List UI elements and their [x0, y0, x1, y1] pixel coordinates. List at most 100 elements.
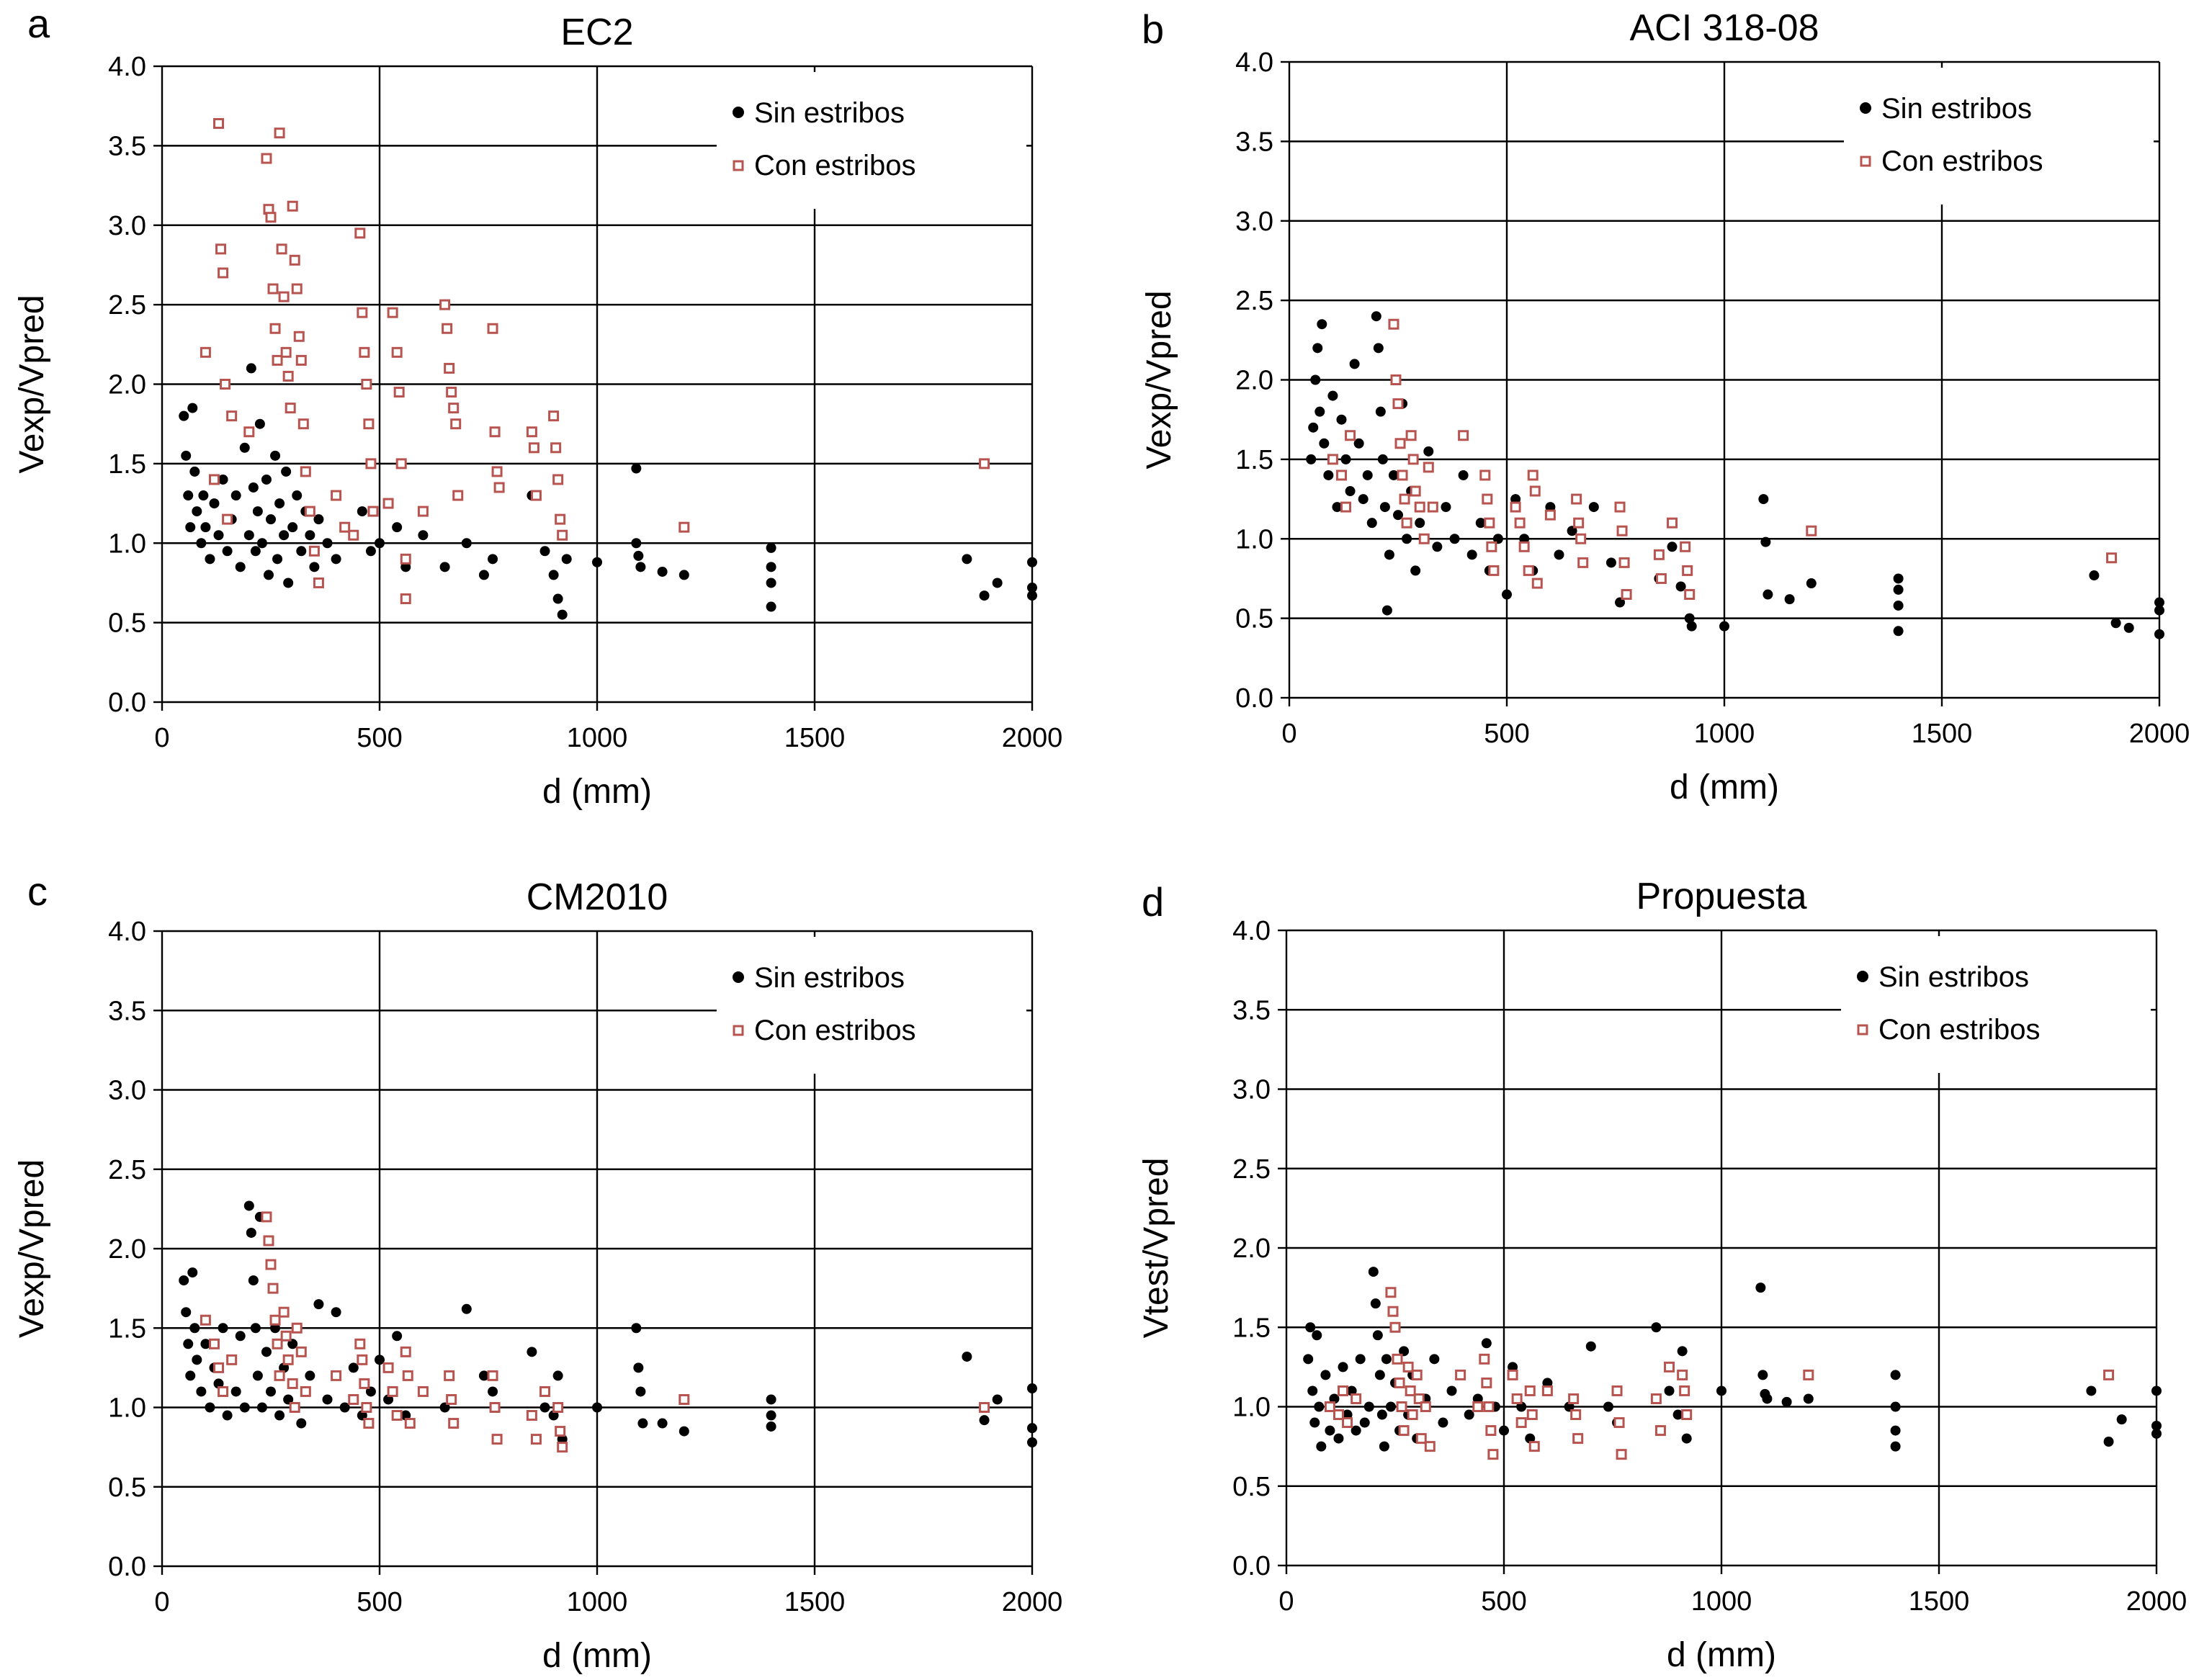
point-con-estribos	[278, 1306, 290, 1318]
legend-marker-sin-estribos	[1857, 971, 1868, 982]
x-tick-label: 1000	[567, 1587, 628, 1617]
point-con-estribos	[1418, 533, 1430, 544]
point-sin-estribos	[962, 554, 972, 565]
point-con-estribos	[297, 418, 309, 430]
point-sin-estribos	[1374, 1370, 1385, 1380]
panel-letter: c	[27, 868, 48, 914]
point-con-estribos	[493, 482, 505, 493]
y-tick-label: 0.0	[108, 688, 146, 718]
point-sin-estribos	[633, 1362, 644, 1373]
point-sin-estribos	[1410, 565, 1421, 576]
point-sin-estribos	[2154, 605, 2164, 616]
point-con-estribos	[555, 513, 566, 525]
point-sin-estribos	[1466, 549, 1477, 560]
point-con-estribos	[382, 1362, 394, 1373]
x-tick-label: 500	[1484, 719, 1529, 749]
point-sin-estribos	[1027, 583, 1037, 593]
point-con-estribos	[530, 490, 542, 501]
point-con-estribos	[1568, 1393, 1580, 1404]
point-con-estribos	[548, 410, 560, 422]
point-sin-estribos	[1615, 597, 1626, 608]
point-sin-estribos	[1784, 594, 1795, 605]
point-sin-estribos	[1677, 1346, 1688, 1357]
legend-marker-con-estribos	[733, 160, 744, 171]
point-sin-estribos	[266, 514, 276, 525]
point-sin-estribos	[254, 418, 265, 429]
point-con-estribos	[363, 418, 375, 430]
point-sin-estribos	[2089, 570, 2100, 581]
point-sin-estribos	[2151, 1428, 2162, 1439]
point-sin-estribos	[357, 506, 367, 517]
point-sin-estribos	[678, 570, 689, 580]
point-sin-estribos	[246, 363, 256, 374]
point-sin-estribos	[1472, 1393, 1483, 1404]
point-sin-estribos	[1342, 1409, 1353, 1420]
point-con-estribos	[267, 1283, 279, 1294]
chart-title: EC2	[560, 12, 633, 53]
point-con-estribos	[557, 1442, 568, 1453]
point-con-estribos	[1415, 1433, 1427, 1445]
point-con-estribos	[365, 458, 377, 470]
point-sin-estribos	[200, 1339, 211, 1349]
point-con-estribos	[1679, 1385, 1690, 1396]
y-tick-label: 1.0	[1232, 1393, 1271, 1423]
point-con-estribos	[263, 1235, 274, 1246]
point-sin-estribos	[1893, 584, 1904, 595]
point-con-estribos	[1511, 1393, 1523, 1404]
point-con-estribos	[1333, 1409, 1344, 1421]
point-sin-estribos	[1362, 470, 1373, 480]
point-sin-estribos	[1346, 1385, 1357, 1396]
point-sin-estribos	[1323, 470, 1334, 480]
y-tick-label: 3.0	[1235, 207, 1273, 237]
point-con-estribos	[1388, 318, 1399, 330]
point-con-estribos	[395, 458, 407, 470]
point-sin-estribos	[461, 538, 472, 549]
point-con-estribos	[400, 593, 411, 605]
point-sin-estribos	[637, 1418, 648, 1429]
point-sin-estribos	[635, 1386, 646, 1397]
point-sin-estribos	[461, 1303, 472, 1314]
point-con-estribos	[1616, 1449, 1627, 1460]
point-sin-estribos	[339, 1402, 350, 1413]
x-tick-label: 1000	[1691, 1586, 1752, 1617]
point-con-estribos	[1486, 541, 1497, 552]
y-tick-label: 3.5	[1235, 127, 1273, 157]
point-sin-estribos	[962, 1351, 972, 1362]
point-sin-estribos	[766, 542, 776, 553]
point-con-estribos	[552, 474, 564, 485]
point-con-estribos	[261, 153, 272, 164]
point-con-estribos	[213, 117, 225, 129]
y-tick-label: 4.0	[108, 52, 146, 82]
point-sin-estribos	[1345, 486, 1356, 497]
point-sin-estribos	[1510, 494, 1521, 505]
point-sin-estribos	[1588, 502, 1599, 513]
point-sin-estribos	[1651, 1322, 1662, 1333]
point-con-estribos	[489, 426, 501, 438]
point-sin-estribos	[252, 506, 263, 517]
point-sin-estribos	[1317, 319, 1327, 330]
point-sin-estribos	[196, 538, 207, 549]
point-sin-estribos	[1358, 494, 1369, 505]
point-con-estribos	[1806, 525, 1817, 536]
point-con-estribos	[1524, 1385, 1536, 1396]
point-sin-estribos	[198, 490, 209, 501]
legend-marker-sin-estribos	[733, 107, 744, 118]
point-con-estribos	[293, 331, 305, 342]
point-con-estribos	[1413, 1393, 1425, 1404]
point-sin-estribos	[1758, 494, 1769, 505]
x-axis-label: d (mm)	[1670, 768, 1779, 807]
point-con-estribos	[1523, 565, 1534, 576]
y-tick-label: 0.5	[108, 1473, 146, 1503]
point-con-estribos	[1479, 1353, 1490, 1365]
point-sin-estribos	[1803, 1393, 1814, 1404]
point-sin-estribos	[274, 1410, 285, 1421]
x-axis-label: d (mm)	[1667, 1636, 1776, 1674]
point-sin-estribos	[200, 522, 211, 533]
x-tick-label: 500	[357, 723, 402, 753]
point-sin-estribos	[992, 578, 1003, 588]
point-sin-estribos	[1376, 1409, 1387, 1420]
point-con-estribos	[1618, 557, 1630, 568]
point-sin-estribos	[305, 1370, 315, 1381]
chart-title: CM2010	[527, 876, 668, 918]
